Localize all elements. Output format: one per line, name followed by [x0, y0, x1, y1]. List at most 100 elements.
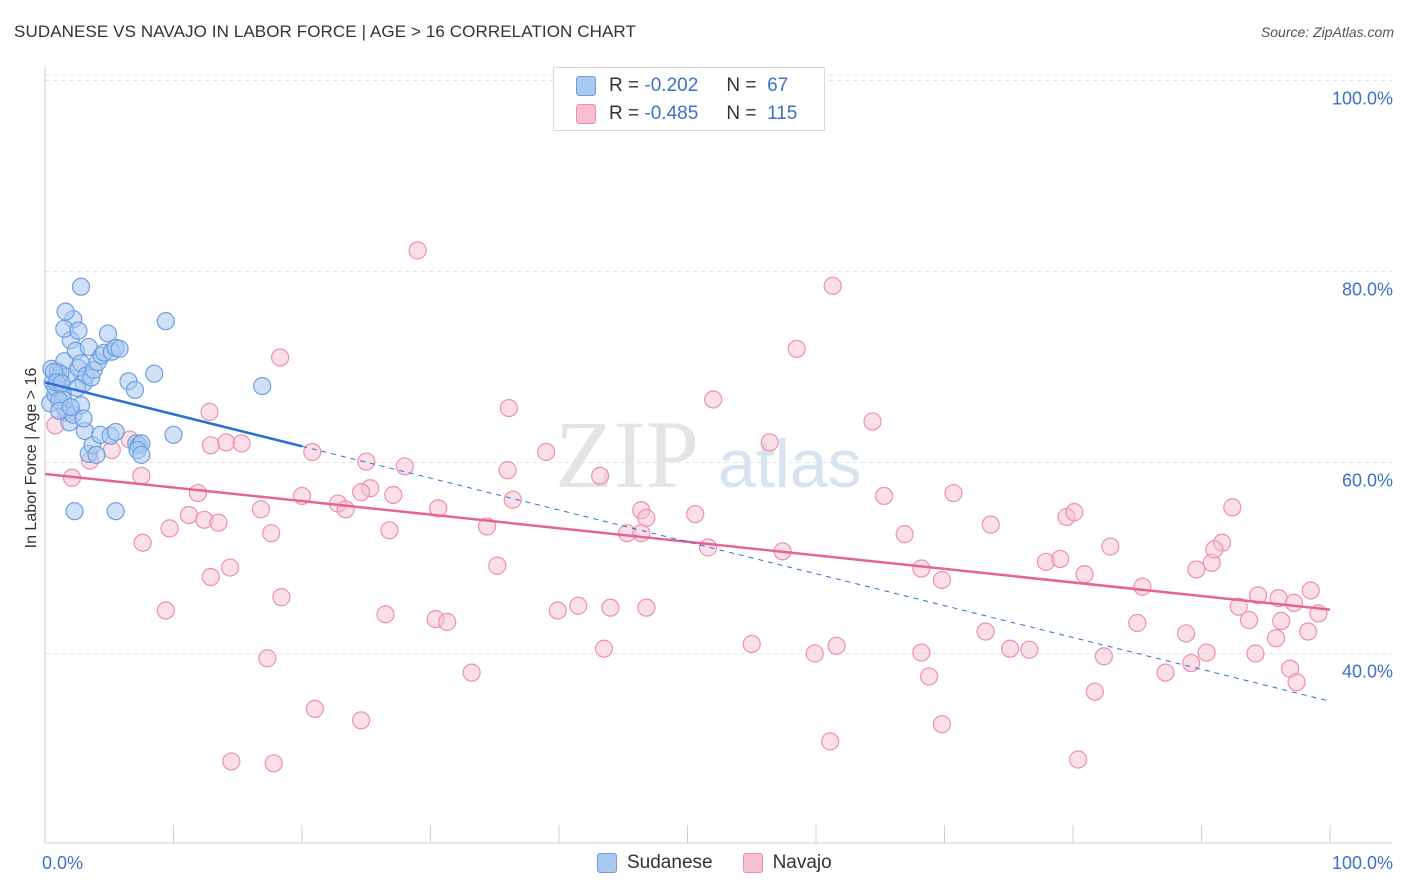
- legend-r-value: -0.202: [644, 75, 699, 96]
- navajo-point: [919, 667, 939, 686]
- navajo-point: [698, 538, 718, 557]
- series-legend-sudanese: Sudanese: [597, 852, 713, 874]
- series-legend-label: Navajo: [772, 852, 832, 873]
- navajo-point: [1266, 629, 1286, 648]
- navajo-point: [1301, 581, 1320, 600]
- sudanese-point: [132, 445, 151, 464]
- navajo-point: [1287, 673, 1306, 692]
- legend-swatch-sudanese: [576, 76, 596, 96]
- legend-r-label: R =: [609, 75, 640, 96]
- navajo-point: [1101, 537, 1120, 556]
- series-legend-label: Sudanese: [627, 852, 713, 873]
- navajo-point: [632, 524, 651, 543]
- navajo-point: [912, 559, 931, 578]
- navajo-point: [352, 483, 371, 502]
- navajo-point: [895, 525, 914, 544]
- navajo-point: [160, 519, 179, 538]
- navajo-point: [1246, 644, 1265, 663]
- navajo-point: [1133, 577, 1152, 596]
- sudanese-point: [87, 445, 106, 464]
- navajo-point: [787, 339, 806, 358]
- navajo-point: [1000, 639, 1020, 658]
- series-legend: Sudanese Navajo: [597, 852, 862, 874]
- chart-title: SUDANESE VS NAVAJO IN LABOR FORCE | AGE …: [14, 22, 636, 41]
- axes: [44, 67, 1392, 844]
- navajo-point: [188, 483, 208, 503]
- watermark: ZIP atlas: [555, 401, 862, 508]
- navajo-point: [352, 711, 371, 730]
- navajo-trend-line: [44, 472, 1331, 611]
- sudanese-point: [145, 364, 164, 383]
- navajo-point: [601, 598, 620, 617]
- navajo-point: [1197, 643, 1216, 662]
- navajo-point: [944, 483, 963, 503]
- sudanese-trend-extension: [301, 445, 1331, 702]
- navajo-point: [1239, 610, 1259, 630]
- y-axis-label: In Labor Force | Age > 16: [23, 368, 40, 549]
- navajo-point: [1223, 498, 1242, 517]
- navajo-point: [1187, 560, 1206, 579]
- y-tick-label: 80.0%: [1342, 280, 1393, 300]
- navajo-point: [408, 241, 427, 260]
- tick-labels: 40.0% 60.0% 80.0% 100.0% 0.0% 100.0%: [42, 89, 1393, 874]
- sudanese-point: [106, 502, 125, 521]
- navajo-point: [537, 442, 556, 462]
- navajo-point: [1176, 624, 1196, 643]
- stats-legend: R = -0.202 N = 67 R = -0.485 N = 115: [553, 67, 825, 131]
- navajo-point: [912, 643, 931, 662]
- sudanese-point: [61, 398, 80, 417]
- legend-row-navajo: R = -0.485 N = 115: [576, 100, 797, 128]
- navajo-point: [395, 457, 414, 476]
- navajo-point: [1229, 597, 1248, 616]
- legend-swatch-navajo: [742, 853, 763, 873]
- navajo-point: [1182, 653, 1201, 673]
- sudanese-point: [74, 409, 93, 428]
- navajo-point: [271, 348, 290, 367]
- sudanese-point: [71, 277, 91, 296]
- navajo-point: [1020, 640, 1039, 659]
- sudanese-point: [106, 422, 125, 442]
- navajo-point: [594, 639, 614, 658]
- navajo-point: [875, 486, 894, 506]
- navajo-point: [548, 601, 567, 620]
- navajo-point: [742, 634, 761, 654]
- legend-n-value: 67: [767, 75, 789, 96]
- navajo-point: [932, 570, 952, 590]
- navajo-point: [821, 732, 840, 751]
- navajo-point: [498, 461, 517, 480]
- navajo-point: [303, 442, 322, 462]
- navajo-point: [209, 513, 228, 532]
- navajo-point: [1248, 586, 1268, 605]
- navajo-point: [336, 500, 355, 519]
- navajo-point: [200, 402, 219, 421]
- sudanese-trend-line: [44, 381, 303, 448]
- navajo-point: [976, 622, 995, 641]
- navajo-point: [262, 524, 281, 543]
- navajo-point: [591, 466, 610, 485]
- legend-row-sudanese: R = -0.202 N = 67: [576, 72, 788, 100]
- legend-n-label: N =: [726, 75, 757, 96]
- navajo-point: [201, 436, 220, 455]
- sudanese-point: [65, 502, 84, 521]
- sudanese-point: [69, 321, 88, 340]
- sudanese-point: [110, 339, 129, 358]
- navajo-point: [569, 596, 588, 615]
- sudanese-point: [125, 380, 145, 400]
- trend-lines: [44, 381, 1331, 702]
- navajo-point: [438, 612, 457, 632]
- navajo-point: [499, 398, 518, 418]
- navajo-point: [1069, 750, 1088, 769]
- navajo-point: [823, 276, 842, 295]
- navajo-point: [1205, 540, 1224, 559]
- navajo-point: [380, 521, 399, 540]
- navajo-point: [637, 598, 656, 617]
- navajo-point: [1156, 663, 1175, 682]
- legend-swatch-sudanese: [597, 853, 617, 873]
- sudanese-point: [56, 302, 75, 321]
- navajo-point: [981, 515, 1000, 534]
- y-tick-label: 40.0%: [1342, 662, 1393, 682]
- navajo-point: [1272, 611, 1291, 631]
- navajo-point: [357, 452, 376, 471]
- legend-r-value: -0.485: [644, 103, 699, 124]
- navajo-point: [637, 508, 656, 527]
